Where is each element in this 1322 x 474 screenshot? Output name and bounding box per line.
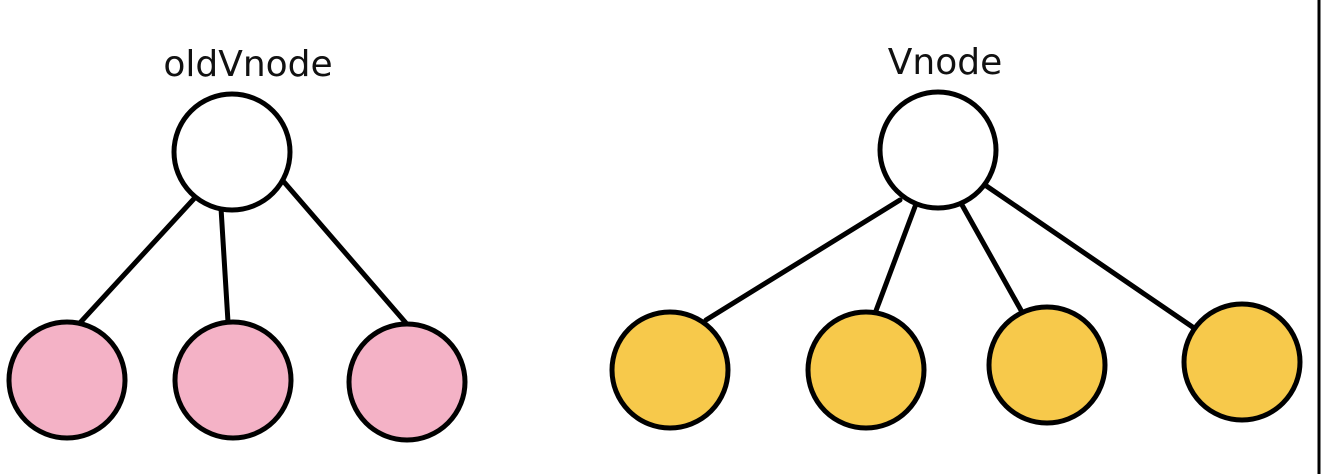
new-child-node-2	[805, 309, 927, 431]
new-root-node	[877, 89, 999, 211]
new-vnode-label: Vnode	[888, 42, 1002, 83]
old-child-node-2	[172, 319, 294, 441]
new-child-node-3	[986, 304, 1108, 426]
new-edge-2	[871, 201, 919, 319]
old-vnode-tree: oldVnode	[6, 44, 468, 443]
new-child-node-4	[1181, 301, 1303, 423]
old-edge-2	[218, 205, 231, 325]
old-child-node-1	[6, 319, 128, 441]
old-vnode-label: oldVnode	[163, 44, 332, 85]
old-edge-3	[281, 179, 415, 333]
new-edge-1	[703, 197, 903, 323]
new-child-node-1	[609, 309, 731, 431]
new-edge-3	[954, 193, 1025, 315]
new-vnode-tree: Vnode	[609, 42, 1303, 431]
old-edge-1	[75, 187, 205, 328]
old-root-node	[171, 91, 293, 213]
old-child-node-3	[346, 321, 468, 443]
new-edge-4	[982, 182, 1197, 331]
